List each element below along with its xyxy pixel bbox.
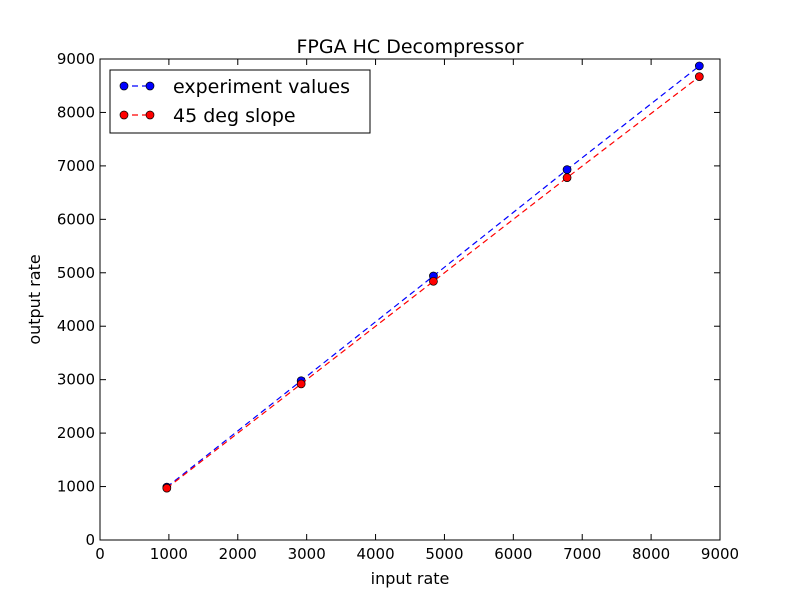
y-tick-label: 2000 xyxy=(57,424,95,442)
x-tick-label: 8000 xyxy=(632,545,670,563)
series-line xyxy=(166,76,700,489)
plot-area xyxy=(100,59,720,540)
data-point xyxy=(162,483,172,493)
legend-marker xyxy=(145,110,155,120)
data-point xyxy=(694,61,704,71)
x-axis-label: input rate xyxy=(371,569,450,588)
x-tick-label: 0 xyxy=(95,545,105,563)
data-point xyxy=(562,173,572,182)
data-point xyxy=(296,379,306,389)
legend: experiment values 45 deg slope xyxy=(109,69,371,134)
data-point xyxy=(562,165,572,174)
legend-label: 45 deg slope xyxy=(173,105,296,127)
y-tick-label: 3000 xyxy=(57,371,95,389)
y-tick-label: 5000 xyxy=(57,264,95,282)
data-point xyxy=(694,72,704,81)
x-tick-label: 6000 xyxy=(494,545,532,563)
x-tick-label: 2000 xyxy=(219,545,257,563)
chart-title: FPGA HC Decompressor xyxy=(296,36,523,58)
ticks-layer: 0 1000 2000 3000 4000 5000 6000 7000 8000 9000 0 10… xyxy=(57,50,739,563)
data-point xyxy=(429,276,438,286)
x-tick-label: 3000 xyxy=(288,545,326,563)
y-tick-label: 6000 xyxy=(57,210,95,228)
x-tick-label: 7000 xyxy=(563,545,601,563)
legend-marker xyxy=(119,110,129,120)
legend-item: experiment values xyxy=(119,76,350,98)
legend-label: experiment values xyxy=(173,76,350,98)
legend-item: 45 deg slope xyxy=(119,105,296,127)
series-2 xyxy=(162,72,704,493)
y-axis-label: output rate xyxy=(25,254,44,344)
legend-marker xyxy=(145,81,155,91)
x-tick-label: 1000 xyxy=(150,545,188,563)
y-tick-label: 1000 xyxy=(57,478,95,496)
y-tick-label: 7000 xyxy=(57,157,95,175)
x-tick-label: 9000 xyxy=(701,545,739,563)
legend-marker xyxy=(119,81,129,91)
y-tick-label: 9000 xyxy=(57,50,95,68)
x-tick-label: 5000 xyxy=(425,545,463,563)
y-tick-label: 4000 xyxy=(57,317,95,335)
legend-frame xyxy=(109,69,371,134)
plot-frame xyxy=(99,58,721,541)
y-tick-label: 0 xyxy=(85,531,95,549)
y-tick-label: 8000 xyxy=(57,103,95,121)
series-layer xyxy=(162,61,704,493)
x-tick-label: 4000 xyxy=(356,545,394,563)
